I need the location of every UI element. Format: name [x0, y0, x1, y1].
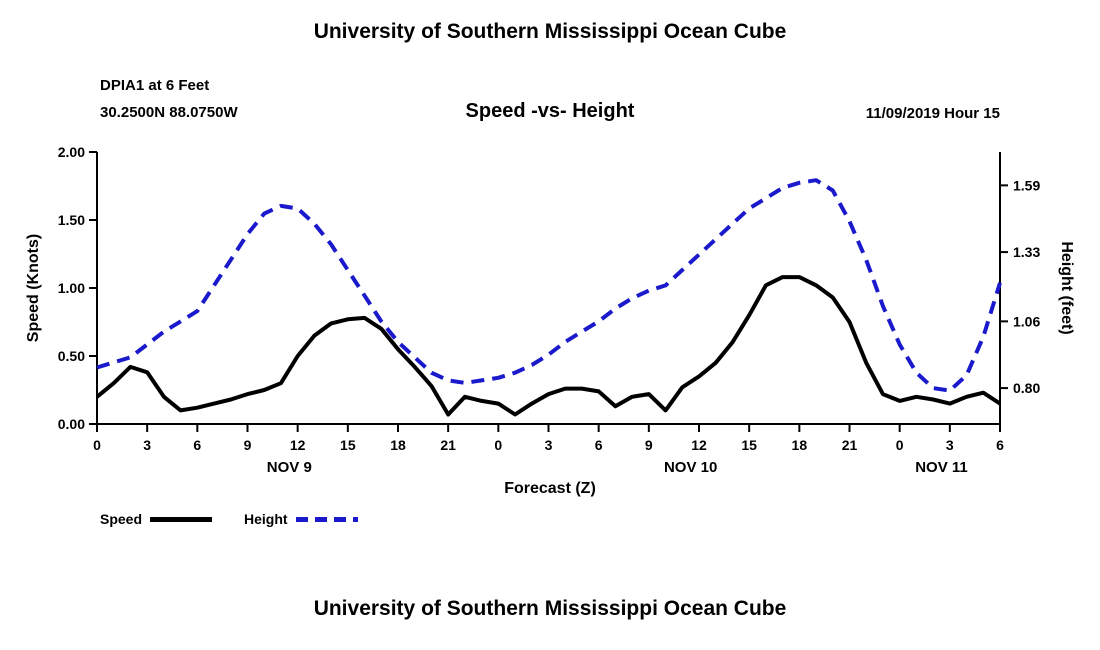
left-tick-label: 1.00	[58, 280, 85, 296]
left-tick-label: 1.50	[58, 212, 85, 228]
x-tick-label: 0	[494, 437, 502, 453]
legend: Speed Height	[100, 511, 358, 527]
station-label: DPIA1 at 6 Feet	[100, 77, 210, 94]
left-tick-label: 0.00	[58, 416, 85, 432]
x-tick-label: 3	[143, 437, 151, 453]
x-tick-label: 9	[244, 437, 252, 453]
legend-height-label: Height	[244, 511, 288, 527]
speed-line-swatch	[150, 516, 213, 522]
x-tick-label: 15	[340, 437, 356, 453]
x-tick-label: 0	[896, 437, 904, 453]
right-axis-title: Height (feet)	[1058, 241, 1075, 335]
x-tick-label: 12	[290, 437, 306, 453]
height-line-swatch	[295, 516, 358, 522]
x-tick-label: 3	[545, 437, 553, 453]
day-label: NOV 10	[664, 459, 717, 476]
x-tick-label: 3	[946, 437, 954, 453]
left-axis-title: Speed (Knots)	[25, 233, 42, 343]
x-tick-label: 21	[842, 437, 858, 453]
x-tick-label: 6	[996, 437, 1004, 453]
datetime-label: 11/09/2019 Hour 15	[865, 105, 1000, 122]
day-label: NOV 11	[915, 459, 968, 476]
right-tick-label: 0.80	[1013, 380, 1040, 396]
x-tick-label: 15	[741, 437, 757, 453]
page-title: University of Southern Mississippi Ocean…	[313, 20, 787, 43]
x-tick-label: 6	[193, 437, 201, 453]
right-tick-label: 1.59	[1013, 177, 1040, 193]
x-tick-label: 9	[645, 437, 653, 453]
day-label: NOV 9	[267, 459, 312, 476]
x-tick-label: 6	[595, 437, 603, 453]
footer-title: University of Southern Mississippi Ocean…	[313, 597, 787, 620]
x-tick-label: 12	[691, 437, 707, 453]
coordinates-label: 30.2500N 88.0750W	[100, 104, 238, 121]
chart-title: Speed -vs- Height	[465, 100, 635, 122]
x-tick-label: 18	[792, 437, 808, 453]
x-tick-label: 21	[440, 437, 456, 453]
left-tick-label: 2.00	[58, 144, 85, 160]
legend-speed-label: Speed	[100, 511, 143, 527]
speed-line	[95, 275, 1002, 417]
left-tick-label: 0.50	[58, 348, 85, 364]
right-tick-label: 1.06	[1013, 313, 1040, 329]
x-axis-title: Forecast (Z)	[504, 480, 596, 497]
right-tick-label: 1.33	[1013, 244, 1040, 260]
x-tick-label: 0	[93, 437, 101, 453]
x-tick-label: 18	[390, 437, 406, 453]
